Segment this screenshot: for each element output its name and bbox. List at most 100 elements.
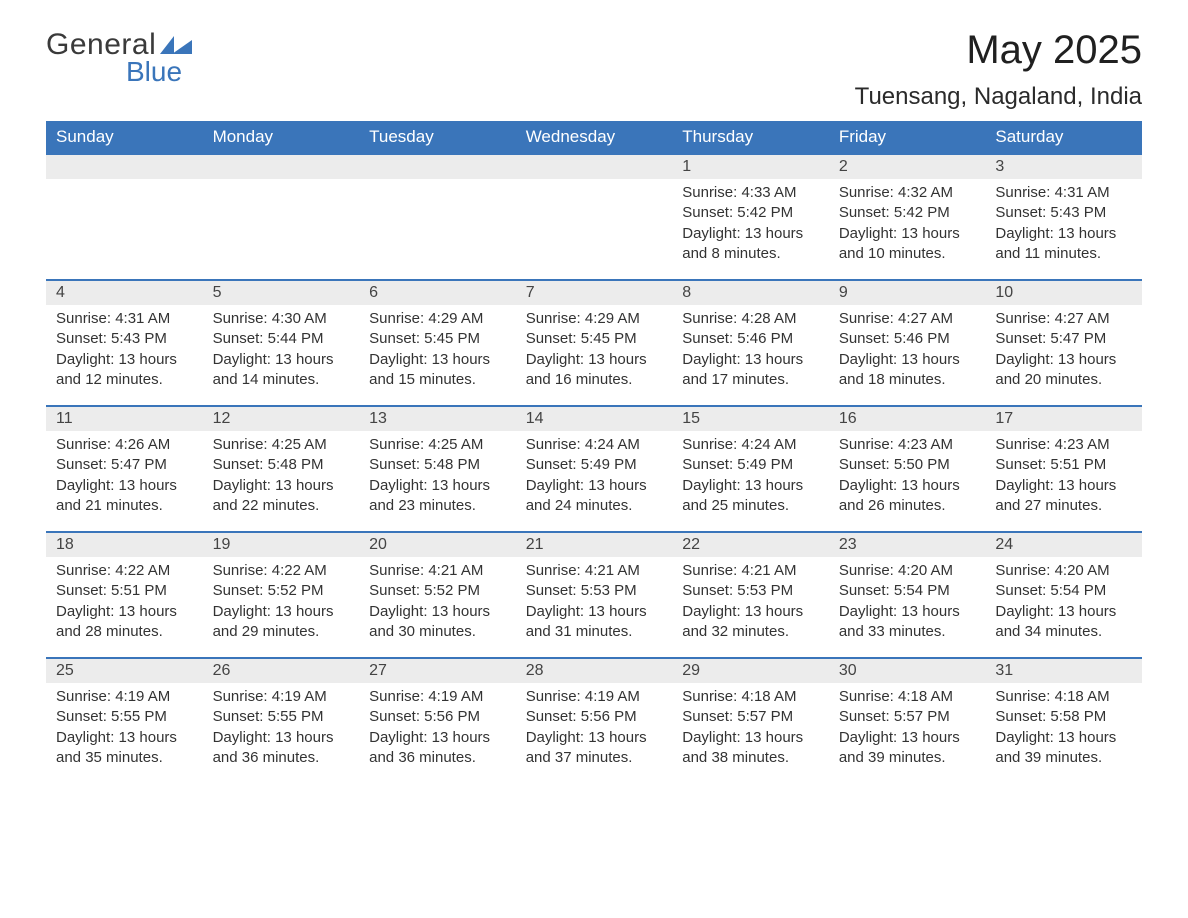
day-number xyxy=(46,153,203,179)
daylight-text: Daylight: 13 hours and 37 minutes. xyxy=(526,728,663,769)
daylight-text: Daylight: 13 hours and 36 minutes. xyxy=(213,728,350,769)
sunrise-text: Sunrise: 4:30 AM xyxy=(213,309,350,329)
calendar-cell: 16Sunrise: 4:23 AMSunset: 5:50 PMDayligh… xyxy=(829,405,986,531)
calendar-cell: 19Sunrise: 4:22 AMSunset: 5:52 PMDayligh… xyxy=(203,531,360,657)
sunrise-text: Sunrise: 4:18 AM xyxy=(682,687,819,707)
sunrise-text: Sunrise: 4:31 AM xyxy=(56,309,193,329)
daylight-text: Daylight: 13 hours and 38 minutes. xyxy=(682,728,819,769)
sunrise-text: Sunrise: 4:23 AM xyxy=(839,435,976,455)
day-details xyxy=(359,179,516,259)
calendar-cell-empty xyxy=(516,153,673,279)
day-number: 8 xyxy=(672,279,829,305)
sunset-text: Sunset: 5:52 PM xyxy=(369,581,506,601)
calendar-cell-empty xyxy=(203,153,360,279)
sunrise-text: Sunrise: 4:24 AM xyxy=(682,435,819,455)
day-details: Sunrise: 4:18 AMSunset: 5:57 PMDaylight:… xyxy=(672,683,829,776)
sunset-text: Sunset: 5:46 PM xyxy=(839,329,976,349)
calendar-cell: 31Sunrise: 4:18 AMSunset: 5:58 PMDayligh… xyxy=(985,657,1142,783)
sunset-text: Sunset: 5:53 PM xyxy=(526,581,663,601)
daylight-text: Daylight: 13 hours and 35 minutes. xyxy=(56,728,193,769)
day-number: 4 xyxy=(46,279,203,305)
sunrise-text: Sunrise: 4:22 AM xyxy=(213,561,350,581)
calendar-cell: 10Sunrise: 4:27 AMSunset: 5:47 PMDayligh… xyxy=(985,279,1142,405)
sunset-text: Sunset: 5:53 PM xyxy=(682,581,819,601)
day-details: Sunrise: 4:31 AMSunset: 5:43 PMDaylight:… xyxy=(46,305,203,398)
sunset-text: Sunset: 5:47 PM xyxy=(56,455,193,475)
sunset-text: Sunset: 5:48 PM xyxy=(213,455,350,475)
calendar-cell: 4Sunrise: 4:31 AMSunset: 5:43 PMDaylight… xyxy=(46,279,203,405)
calendar-cell: 25Sunrise: 4:19 AMSunset: 5:55 PMDayligh… xyxy=(46,657,203,783)
day-number: 10 xyxy=(985,279,1142,305)
day-number: 17 xyxy=(985,405,1142,431)
calendar-cell: 27Sunrise: 4:19 AMSunset: 5:56 PMDayligh… xyxy=(359,657,516,783)
sunset-text: Sunset: 5:45 PM xyxy=(526,329,663,349)
sunrise-text: Sunrise: 4:21 AM xyxy=(369,561,506,581)
sunset-text: Sunset: 5:54 PM xyxy=(839,581,976,601)
day-number: 9 xyxy=(829,279,986,305)
weekday-header: Thursday xyxy=(672,121,829,153)
sunrise-text: Sunrise: 4:19 AM xyxy=(56,687,193,707)
daylight-text: Daylight: 13 hours and 25 minutes. xyxy=(682,476,819,517)
day-details: Sunrise: 4:19 AMSunset: 5:55 PMDaylight:… xyxy=(203,683,360,776)
sunset-text: Sunset: 5:43 PM xyxy=(995,203,1132,223)
calendar-week-row: 25Sunrise: 4:19 AMSunset: 5:55 PMDayligh… xyxy=(46,657,1142,783)
calendar-week-row: 11Sunrise: 4:26 AMSunset: 5:47 PMDayligh… xyxy=(46,405,1142,531)
day-details: Sunrise: 4:18 AMSunset: 5:57 PMDaylight:… xyxy=(829,683,986,776)
day-details xyxy=(46,179,203,259)
logo-triangle-icon xyxy=(160,34,194,54)
day-details: Sunrise: 4:29 AMSunset: 5:45 PMDaylight:… xyxy=(516,305,673,398)
calendar-cell: 2Sunrise: 4:32 AMSunset: 5:42 PMDaylight… xyxy=(829,153,986,279)
calendar-week-row: 18Sunrise: 4:22 AMSunset: 5:51 PMDayligh… xyxy=(46,531,1142,657)
day-number: 6 xyxy=(359,279,516,305)
calendar-cell-empty xyxy=(46,153,203,279)
calendar-cell: 17Sunrise: 4:23 AMSunset: 5:51 PMDayligh… xyxy=(985,405,1142,531)
sunrise-text: Sunrise: 4:18 AM xyxy=(839,687,976,707)
day-number: 19 xyxy=(203,531,360,557)
sunrise-text: Sunrise: 4:20 AM xyxy=(995,561,1132,581)
sunrise-text: Sunrise: 4:21 AM xyxy=(526,561,663,581)
calendar-cell: 28Sunrise: 4:19 AMSunset: 5:56 PMDayligh… xyxy=(516,657,673,783)
sunset-text: Sunset: 5:51 PM xyxy=(56,581,193,601)
day-details: Sunrise: 4:25 AMSunset: 5:48 PMDaylight:… xyxy=(359,431,516,524)
sunset-text: Sunset: 5:50 PM xyxy=(839,455,976,475)
calendar-cell: 21Sunrise: 4:21 AMSunset: 5:53 PMDayligh… xyxy=(516,531,673,657)
calendar-table: SundayMondayTuesdayWednesdayThursdayFrid… xyxy=(46,121,1142,783)
sunrise-text: Sunrise: 4:29 AM xyxy=(369,309,506,329)
day-number: 30 xyxy=(829,657,986,683)
day-number: 24 xyxy=(985,531,1142,557)
location-subtitle: Tuensang, Nagaland, India xyxy=(855,83,1142,111)
day-details: Sunrise: 4:21 AMSunset: 5:52 PMDaylight:… xyxy=(359,557,516,650)
daylight-text: Daylight: 13 hours and 21 minutes. xyxy=(56,476,193,517)
daylight-text: Daylight: 13 hours and 33 minutes. xyxy=(839,602,976,643)
sunset-text: Sunset: 5:56 PM xyxy=(369,707,506,727)
sunrise-text: Sunrise: 4:32 AM xyxy=(839,183,976,203)
weekday-header: Monday xyxy=(203,121,360,153)
day-details: Sunrise: 4:21 AMSunset: 5:53 PMDaylight:… xyxy=(516,557,673,650)
calendar-cell: 20Sunrise: 4:21 AMSunset: 5:52 PMDayligh… xyxy=(359,531,516,657)
calendar-cell: 7Sunrise: 4:29 AMSunset: 5:45 PMDaylight… xyxy=(516,279,673,405)
sunset-text: Sunset: 5:58 PM xyxy=(995,707,1132,727)
day-number: 3 xyxy=(985,153,1142,179)
sunset-text: Sunset: 5:43 PM xyxy=(56,329,193,349)
daylight-text: Daylight: 13 hours and 18 minutes. xyxy=(839,350,976,391)
day-details: Sunrise: 4:24 AMSunset: 5:49 PMDaylight:… xyxy=(672,431,829,524)
day-details: Sunrise: 4:22 AMSunset: 5:52 PMDaylight:… xyxy=(203,557,360,650)
sunset-text: Sunset: 5:54 PM xyxy=(995,581,1132,601)
sunrise-text: Sunrise: 4:25 AM xyxy=(213,435,350,455)
weekday-header: Sunday xyxy=(46,121,203,153)
calendar-cell: 30Sunrise: 4:18 AMSunset: 5:57 PMDayligh… xyxy=(829,657,986,783)
day-details: Sunrise: 4:23 AMSunset: 5:51 PMDaylight:… xyxy=(985,431,1142,524)
daylight-text: Daylight: 13 hours and 16 minutes. xyxy=(526,350,663,391)
day-number: 5 xyxy=(203,279,360,305)
daylight-text: Daylight: 13 hours and 32 minutes. xyxy=(682,602,819,643)
daylight-text: Daylight: 13 hours and 28 minutes. xyxy=(56,602,193,643)
daylight-text: Daylight: 13 hours and 23 minutes. xyxy=(369,476,506,517)
day-details: Sunrise: 4:19 AMSunset: 5:55 PMDaylight:… xyxy=(46,683,203,776)
sunrise-text: Sunrise: 4:23 AM xyxy=(995,435,1132,455)
day-number xyxy=(203,153,360,179)
sunset-text: Sunset: 5:52 PM xyxy=(213,581,350,601)
day-number xyxy=(359,153,516,179)
day-details: Sunrise: 4:18 AMSunset: 5:58 PMDaylight:… xyxy=(985,683,1142,776)
logo: General Blue xyxy=(46,28,194,88)
sunset-text: Sunset: 5:57 PM xyxy=(839,707,976,727)
